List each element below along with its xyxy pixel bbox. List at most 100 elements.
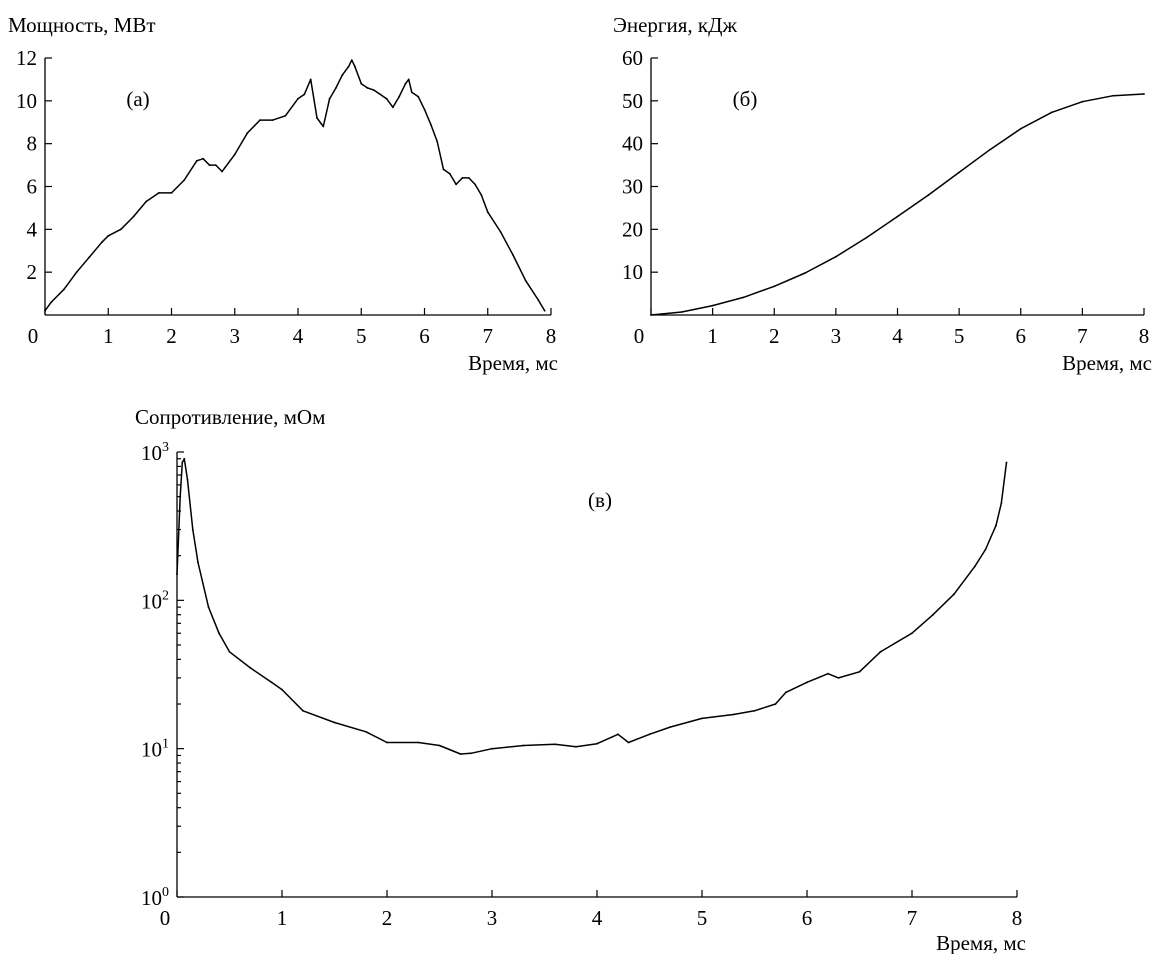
data-point [467, 177, 470, 179]
data-point [554, 743, 556, 746]
data-point [436, 140, 439, 143]
y-tick-label: 40 [622, 132, 643, 156]
energy-chart: 0 1 2 3 4 5 6 7 8 10 20 30 40 50 60 Энергия, кДж Время, … [613, 13, 1152, 375]
data-point [354, 65, 356, 68]
x-tick-label: 7 [483, 324, 494, 348]
x-tick-label: 1 [277, 906, 288, 930]
data-point [88, 256, 91, 259]
y-tick-label: 2 [27, 260, 38, 284]
y-tick-exponent: 0 [162, 885, 169, 900]
data-point [303, 93, 306, 96]
data-point [429, 123, 432, 126]
x-tick-label: 0 [634, 324, 645, 348]
data-point [322, 125, 325, 128]
x-tick-label: 8 [546, 324, 557, 348]
data-point [347, 65, 350, 68]
data-point [537, 299, 540, 301]
data-point [132, 215, 135, 218]
data-point [398, 95, 401, 98]
data-point [984, 548, 987, 551]
data-point [455, 183, 457, 186]
data-point [461, 177, 464, 179]
x-tick-label: 5 [356, 324, 367, 348]
x-tick-label: 7 [1077, 324, 1088, 348]
data-point [183, 179, 186, 182]
data-point [392, 106, 394, 109]
x-tick-label: 2 [166, 324, 177, 348]
y-tick-exponent: 1 [162, 737, 169, 752]
data-point [486, 211, 489, 214]
x-tick-label: 6 [419, 324, 430, 348]
data-point [335, 87, 337, 89]
data-point [63, 288, 65, 291]
data-point [158, 192, 160, 194]
data-point [179, 495, 182, 498]
data-point [438, 744, 441, 747]
data-point [341, 74, 344, 76]
data-point [404, 82, 407, 85]
data-point [522, 744, 525, 747]
data-point [711, 304, 714, 307]
data-point [974, 565, 976, 568]
data-point [1112, 94, 1115, 97]
data-point [386, 741, 388, 744]
data-point [207, 606, 210, 608]
data-point [1143, 93, 1145, 95]
data-point [989, 148, 991, 151]
data-point [202, 157, 205, 160]
data-point [197, 561, 199, 564]
data-point [804, 272, 806, 274]
x-tick-label: 3 [230, 324, 241, 348]
data-point [865, 236, 868, 239]
data-point [1050, 111, 1053, 114]
x-tick-label: 4 [592, 906, 603, 930]
y-tick-label: 12 [16, 46, 37, 70]
data-point [543, 309, 546, 312]
data-point [858, 670, 861, 673]
data-point [773, 285, 776, 288]
y-tick-label: 30 [622, 175, 643, 199]
x-axis-label: Время, мс [468, 351, 558, 375]
x-tick-label: 6 [1016, 324, 1027, 348]
data-point [575, 745, 577, 748]
data-point [170, 192, 173, 194]
x-tick-label: 4 [892, 324, 903, 348]
data-point [927, 194, 930, 197]
x-tick-label: 0 [28, 324, 39, 348]
data-point [499, 230, 502, 233]
data-point [218, 632, 220, 635]
x-tick-label: 6 [802, 906, 813, 930]
data-point [284, 114, 287, 117]
y-tick-label: 8 [27, 132, 38, 156]
data-point [474, 183, 476, 186]
data-point [423, 108, 426, 111]
data-point [186, 478, 189, 481]
y-tick-base: 10 [141, 738, 162, 762]
data-point [259, 119, 261, 121]
data-point [44, 309, 46, 312]
data-point [627, 741, 630, 744]
data-point [176, 573, 178, 576]
data-point [911, 632, 913, 635]
data-point [183, 457, 186, 460]
data-point [837, 677, 840, 679]
y-axis-label: Сопротивление, мОм [135, 405, 325, 429]
data-point [459, 753, 462, 755]
y-tick-label: 6 [27, 175, 38, 199]
data-point [669, 726, 672, 728]
data-point [365, 730, 367, 733]
data-point [233, 153, 236, 156]
data-point [753, 709, 756, 712]
y-tick-label: 60 [622, 46, 643, 70]
data-point [281, 688, 283, 691]
x-axis-label: Время, мс [1062, 351, 1152, 375]
data-point [50, 301, 53, 303]
data-point [246, 132, 249, 134]
data-point [407, 78, 410, 81]
panel-label: (б) [733, 87, 758, 111]
data-point [181, 461, 184, 464]
y-tick-label: 100 [141, 885, 169, 910]
